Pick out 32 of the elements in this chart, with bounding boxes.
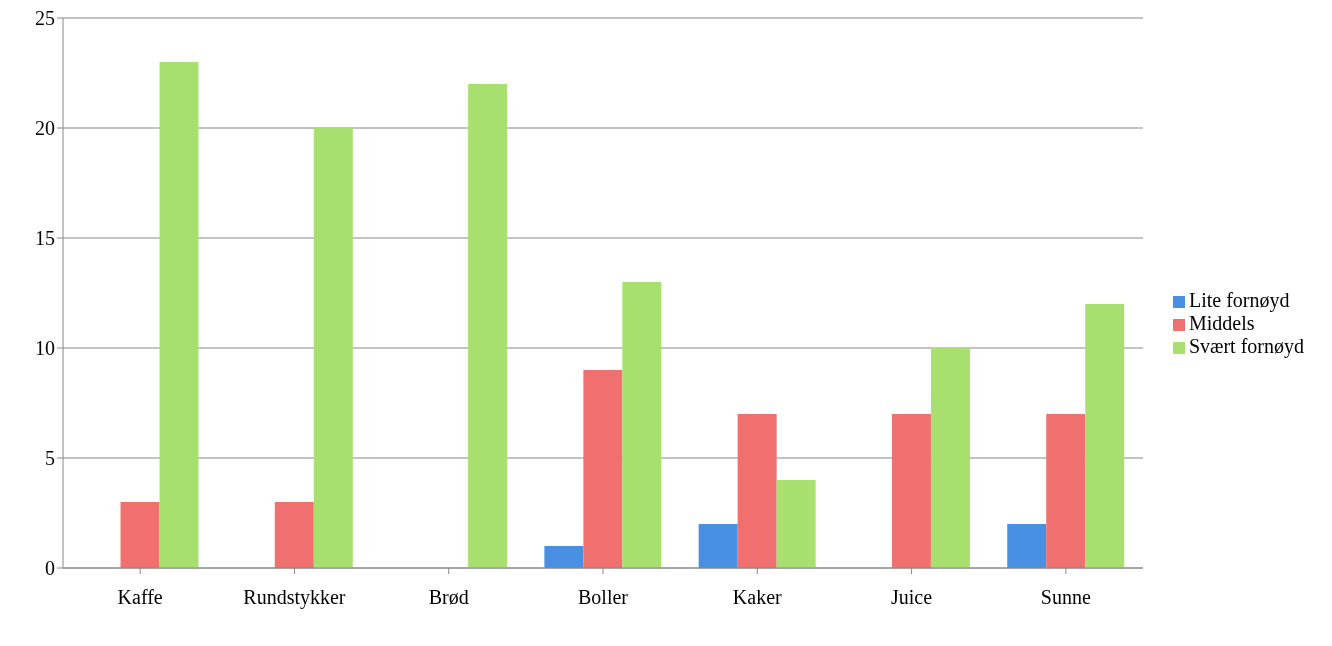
- y-tick-label: 5: [45, 447, 55, 470]
- legend-label: Svært fornøyd: [1189, 334, 1304, 357]
- bar: [776, 480, 816, 568]
- bar: [930, 348, 970, 568]
- legend-label: Lite fornøyd: [1189, 288, 1290, 311]
- y-tick-label: 20: [35, 117, 55, 140]
- y-tick-label: 15: [35, 227, 55, 250]
- bar: [544, 546, 584, 568]
- bar: [891, 414, 931, 568]
- x-tick-label: Juice: [891, 586, 933, 609]
- bar: [1085, 304, 1125, 568]
- bar: [583, 370, 623, 568]
- bar: [1007, 524, 1047, 568]
- bar: [159, 62, 199, 568]
- y-tick-label: 0: [45, 557, 55, 580]
- x-tick-label: Kaker: [732, 586, 783, 609]
- bar: [622, 282, 662, 568]
- bar: [698, 524, 738, 568]
- x-tick-label: Sunne: [1040, 586, 1091, 609]
- bar: [120, 502, 160, 568]
- legend-label: Middels: [1189, 311, 1255, 334]
- bar: [737, 414, 777, 568]
- x-tick-label: Boller: [578, 586, 629, 609]
- y-tick-label: 25: [35, 7, 55, 30]
- y-tick-label: 10: [35, 337, 55, 360]
- x-tick-label: Rundstykker: [243, 586, 346, 610]
- x-tick-label: Brød: [428, 586, 469, 609]
- bar: [313, 128, 353, 568]
- bar: [468, 84, 508, 568]
- x-tick-label: Kaffe: [117, 586, 163, 609]
- bar: [1046, 414, 1086, 568]
- bar: [274, 502, 314, 568]
